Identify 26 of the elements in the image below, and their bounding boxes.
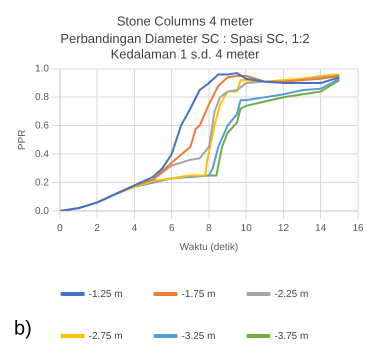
- x-tick-label: 0: [57, 222, 64, 234]
- x-axis-title: Waktu (detik): [180, 242, 238, 253]
- legend-label: -1.75 m: [182, 288, 216, 300]
- legend-label: -1.25 m: [88, 288, 123, 300]
- y-tick-label: 1.0: [34, 64, 50, 75]
- chart-title: Stone Columns 4 meter: [116, 13, 254, 28]
- x-tick-label: 10: [240, 222, 252, 234]
- legend-label: -3.75 m: [274, 330, 308, 342]
- legend-label: -3.25 m: [182, 330, 216, 342]
- legend-label: -2.25 m: [274, 288, 308, 300]
- x-tick-label: 16: [352, 222, 364, 234]
- legend-label: -2.75 m: [88, 330, 123, 342]
- x-tick-label: 14: [315, 222, 327, 234]
- y-tick-label: 0.0: [34, 206, 50, 217]
- x-tick-label: 8: [206, 222, 212, 234]
- x-tick-label: 4: [132, 222, 138, 234]
- y-tick-label: 0.6: [34, 120, 50, 132]
- x-tick-label: 12: [278, 222, 290, 234]
- y-tick-label: 0.4: [34, 148, 50, 160]
- y-tick-label: 0.8: [34, 92, 50, 103]
- text: b): [14, 318, 32, 340]
- y-tick-label: 0.2: [34, 177, 50, 188]
- x-tick-label: 2: [94, 222, 100, 234]
- y-axis-title: PPR: [16, 130, 28, 150]
- x-tick-label: 6: [168, 222, 175, 234]
- chart-subtitle: Perbandingan Diameter SC : Spasi SC, 1:2 Kedalaman 1 s.d. 4 meter: [60, 30, 310, 62]
